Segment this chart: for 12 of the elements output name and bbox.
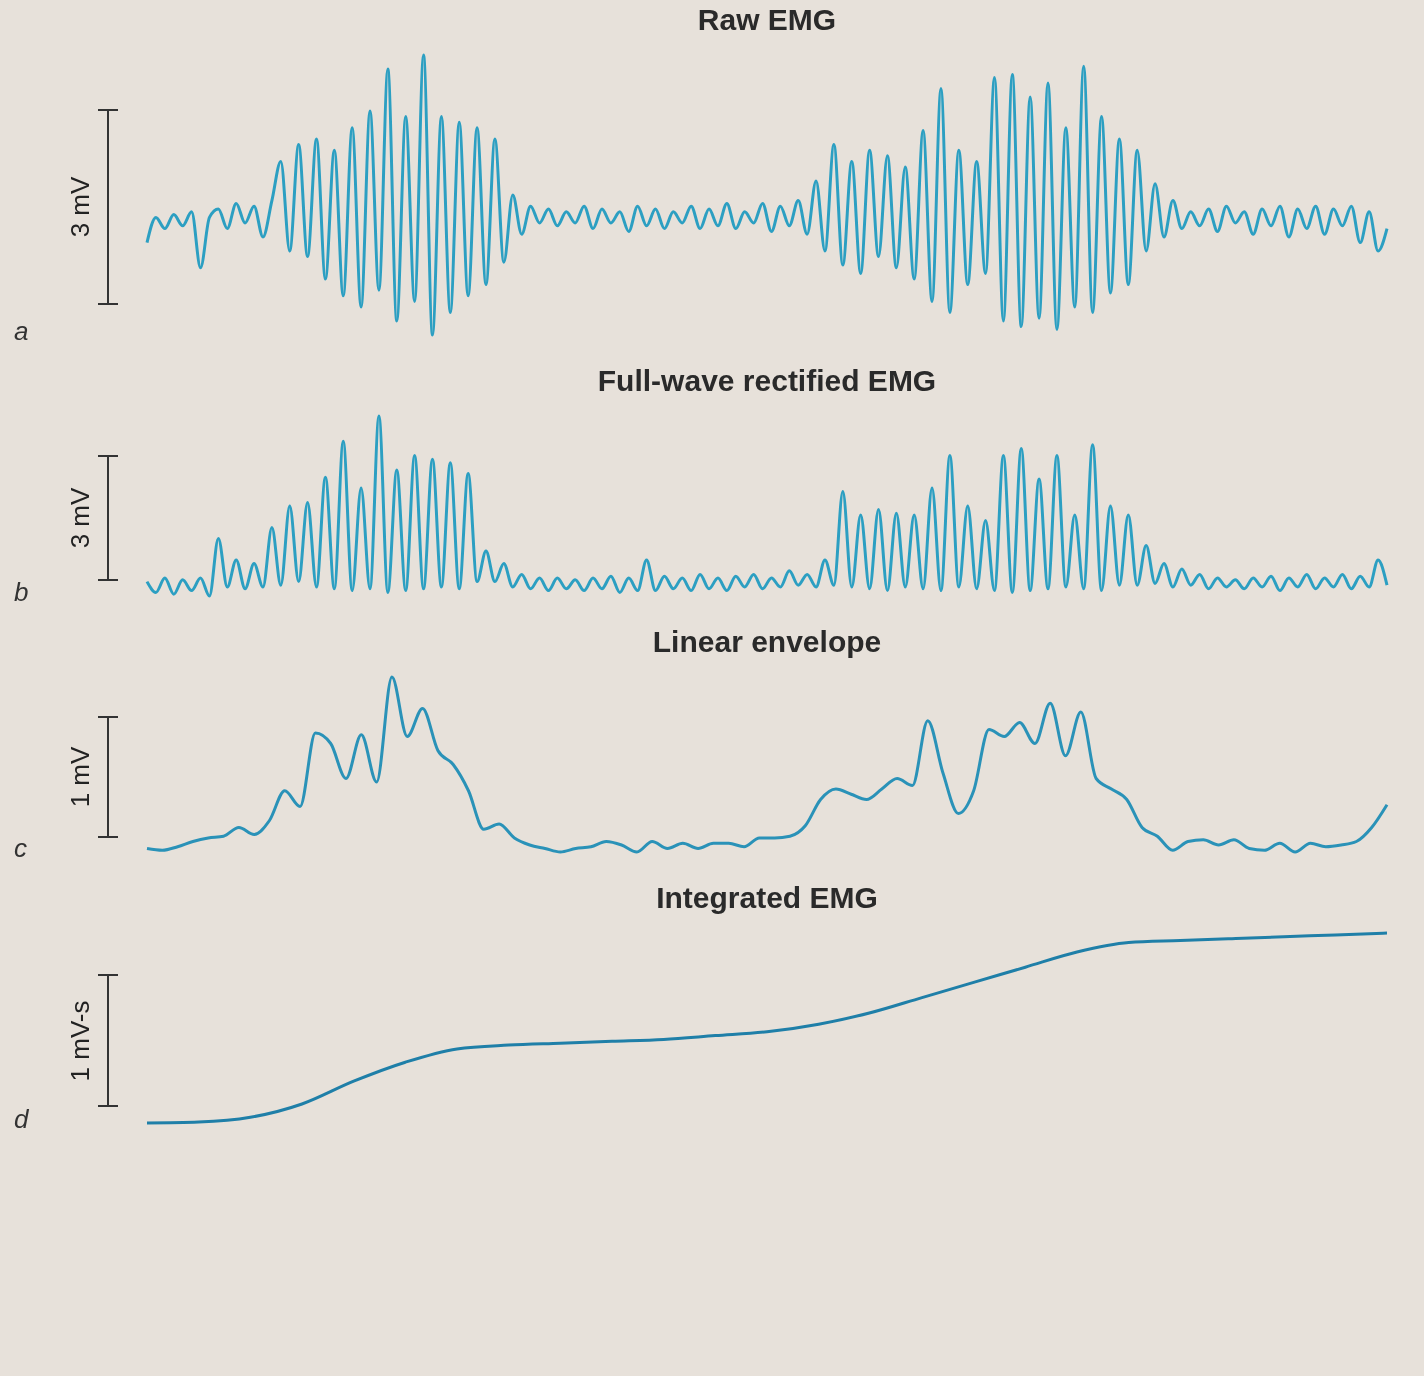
text: b (14, 577, 29, 608)
chart-title: Linear envelope (652, 624, 882, 658)
text: d (14, 1104, 29, 1135)
text: 3 mV (64, 487, 96, 549)
text: c (14, 833, 27, 864)
text: 1 mV-s (64, 1000, 96, 1081)
text: 3 mV (64, 176, 96, 238)
text: a (14, 316, 29, 347)
chart-title: Integrated EMG (656, 880, 878, 914)
chart-title: Raw EMG (697, 2, 837, 36)
chart-title: Full-wave rectified EMG (597, 363, 937, 397)
text: 1 mV (64, 746, 96, 808)
